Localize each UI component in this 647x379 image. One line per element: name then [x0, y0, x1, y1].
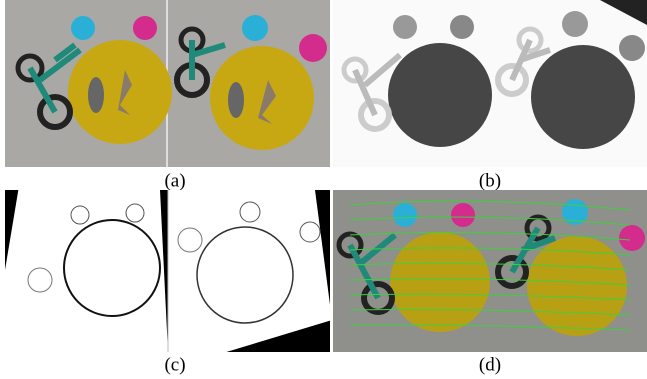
- panel-d-image: [333, 190, 647, 352]
- panel-label: (d): [479, 354, 501, 375]
- panel-label: (b): [479, 170, 501, 191]
- panel-label: (a): [164, 170, 185, 191]
- panel-b-image: [333, 0, 647, 167]
- panel-c-image: [5, 190, 330, 352]
- panel-a-image: [5, 0, 330, 167]
- panel-label: (c): [164, 354, 185, 375]
